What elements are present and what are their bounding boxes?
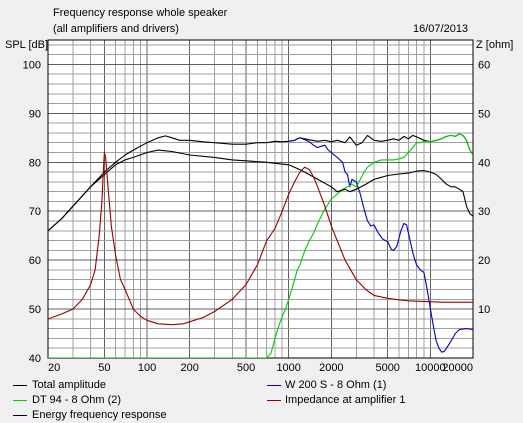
y2-tick-label: 20 (478, 255, 490, 267)
x-tick-label: 200 (180, 362, 198, 374)
y2-axis-label: Z [ohm] (476, 39, 514, 51)
y-tick-label: 40 (29, 353, 41, 365)
y2-tick-label: 10 (478, 304, 490, 316)
legend-label-total-amplitude: Total amplitude (32, 379, 106, 391)
x-tick-label: 2000 (319, 362, 343, 374)
legend-swatch-impedance (267, 400, 281, 401)
x-tick-label: 100 (138, 362, 156, 374)
series-line-dt-94-8-ohm-2 (48, 133, 473, 358)
x-tick-label: 500 (237, 362, 255, 374)
y-tick-label: 100 (23, 59, 41, 71)
y2-tick-label: 60 (478, 59, 490, 71)
y2-tick-label: 30 (478, 206, 490, 218)
chart-date: 16/07/2013 (413, 23, 469, 35)
legend-swatch-energy (13, 415, 27, 416)
legend-label-impedance: Impedance at amplifier 1 (285, 394, 406, 406)
x-tick-label: 1000 (276, 362, 300, 374)
x-tick-label: 20000 (442, 362, 473, 374)
y-tick-label: 90 (29, 108, 41, 120)
x-tick-label: 20 (48, 362, 60, 374)
y-tick-label: 80 (29, 157, 41, 169)
legend-swatch-w200 (267, 385, 281, 386)
y-tick-label: 70 (29, 206, 41, 218)
series-line-energy-frequency-response (48, 149, 473, 232)
y-axis-label: SPL [dB] (5, 39, 49, 51)
legend-label-w200: W 200 S - 8 Ohm (1) (285, 379, 387, 391)
x-tick-label: 5000 (375, 362, 399, 374)
legend-label-dt94: DT 94 - 8 Ohm (2) (32, 394, 122, 406)
chart-subtitle: (all amplifiers and drivers) (53, 23, 179, 35)
legend-label-energy: Energy frequency response (32, 409, 167, 421)
plot-area (48, 40, 473, 358)
y2-tick-label: 40 (478, 157, 490, 169)
y-tick-label: 60 (29, 255, 41, 267)
x-tick-label: 50 (98, 362, 110, 374)
y-tick-label: 50 (29, 304, 41, 316)
legend-swatch-dt94 (13, 400, 27, 401)
y2-tick-label: 50 (478, 108, 490, 120)
x-tick-label: 10000 (415, 362, 446, 374)
legend-swatch-total-amplitude (13, 385, 27, 386)
series-line-impedance-at-amplifier-1 (48, 151, 473, 326)
chart-title: Frequency response whole speaker (53, 7, 228, 19)
series-line-w-200-s-8-ohm-1 (288, 137, 473, 353)
